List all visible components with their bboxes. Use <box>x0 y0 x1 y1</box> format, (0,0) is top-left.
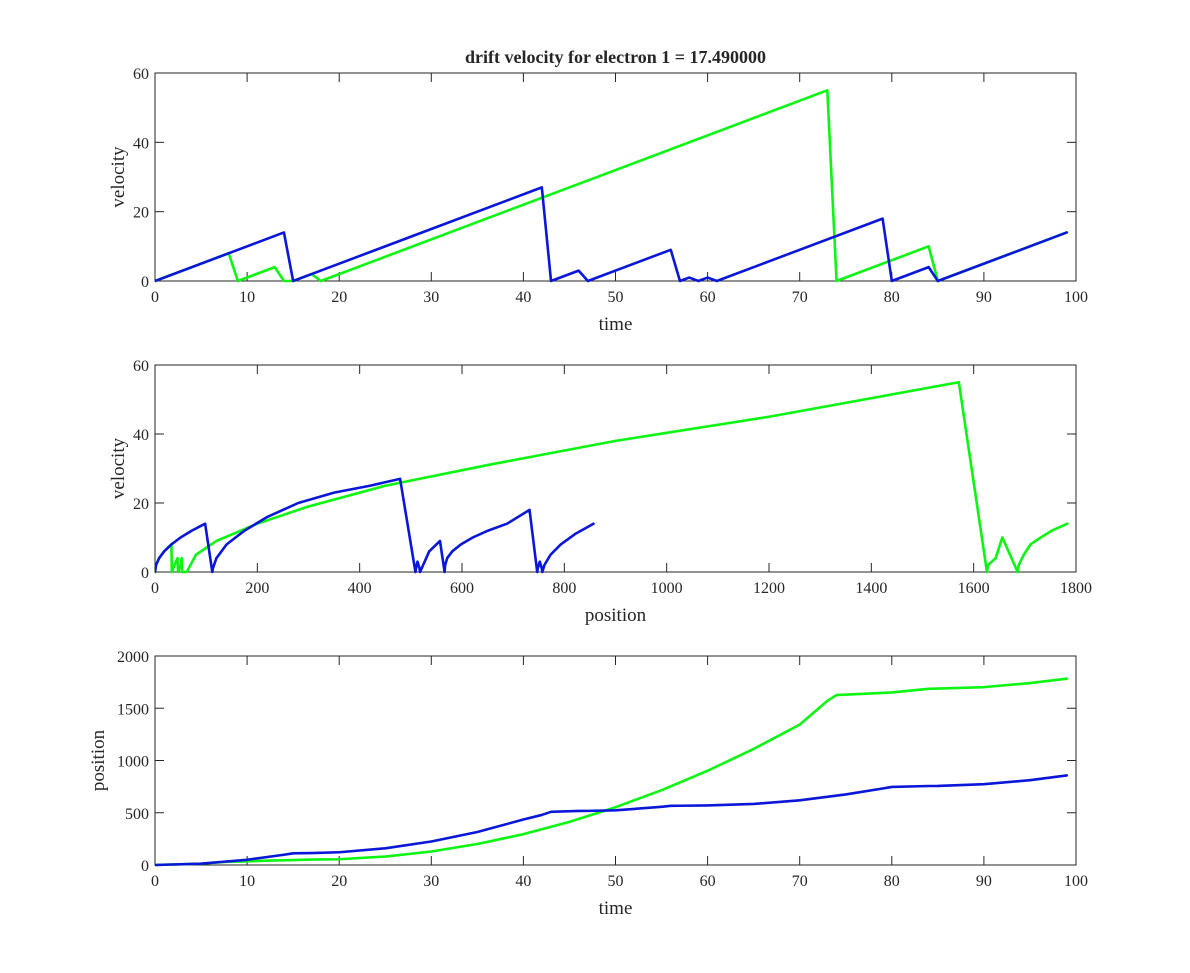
y-tick-label: 40 <box>133 427 149 444</box>
y-tick-label: 2000 <box>117 649 149 666</box>
y-tick-label: 60 <box>133 358 149 375</box>
x-tick-label: 100 <box>1064 873 1088 890</box>
x-tick-label: 0 <box>151 873 159 890</box>
series-line-electron-2 <box>155 677 1069 867</box>
x-tick-label: 0 <box>151 580 159 597</box>
x-tick-label: 30 <box>423 873 439 890</box>
y-tick-label: 500 <box>125 806 149 823</box>
y-tick-label: 40 <box>133 135 149 152</box>
y-tick-label: 1500 <box>117 701 149 718</box>
x-tick-label: 10 <box>239 289 255 306</box>
x-axis-label: time <box>599 314 633 335</box>
x-tick-label: 400 <box>348 580 372 597</box>
x-tick-label: 1200 <box>753 580 785 597</box>
x-tick-label: 20 <box>331 289 347 306</box>
subplot-velocity-vs-time: 0 10 20 30 40 50 60 70 80 90 100 0 20 40 60 time velocit… <box>108 66 1088 335</box>
series-line-electron-1 <box>155 477 595 574</box>
x-tick-label: 90 <box>976 873 992 890</box>
x-tick-label: 10 <box>239 873 255 890</box>
y-tick-label: 0 <box>141 858 149 875</box>
x-tick-label: 1400 <box>855 580 887 597</box>
x-tick-label: 50 <box>608 873 624 890</box>
x-tick-label: 30 <box>423 289 439 306</box>
axes-box <box>154 364 1077 573</box>
x-tick-label: 80 <box>884 289 900 306</box>
subplot-velocity-vs-position: 0 200 400 600 800 1000 1200 1400 1600 1800 0 20 40 60… <box>108 358 1092 626</box>
x-tick-label: 60 <box>700 873 716 890</box>
series-line-electron-1 <box>155 186 1069 283</box>
x-tick-label: 100 <box>1064 289 1088 306</box>
x-tick-label: 50 <box>608 289 624 306</box>
x-tick-label: 60 <box>700 289 716 306</box>
x-tick-label: 20 <box>331 873 347 890</box>
y-axis-label: position <box>88 729 109 791</box>
x-tick-label: 80 <box>884 873 900 890</box>
y-axis-label: velocity <box>108 146 129 208</box>
y-tick-label: 20 <box>133 496 149 513</box>
x-tick-label: 800 <box>552 580 576 597</box>
x-tick-label: 1800 <box>1060 580 1092 597</box>
x-tick-label: 1600 <box>958 580 990 597</box>
x-tick-label: 70 <box>792 873 808 890</box>
figure-title: drift velocity for electron 1 = 17.49000… <box>465 47 766 67</box>
y-tick-label: 1000 <box>117 754 149 771</box>
x-tick-label: 40 <box>515 873 531 890</box>
x-axis-label: position <box>585 605 647 626</box>
y-tick-label: 0 <box>141 565 149 582</box>
x-tick-label: 200 <box>245 580 269 597</box>
x-tick-label: 90 <box>976 289 992 306</box>
subplot-position-vs-time: 0 10 20 30 40 50 60 70 80 90 1000500100015002000ti… <box>88 649 1088 919</box>
y-tick-label: 0 <box>141 274 149 291</box>
x-axis-label: time <box>599 898 633 919</box>
y-tick-label: 60 <box>133 66 149 83</box>
series-line-electron-2 <box>155 380 1069 574</box>
x-tick-label: 1000 <box>651 580 683 597</box>
x-tick-label: 70 <box>792 289 808 306</box>
y-tick-label: 20 <box>133 205 149 222</box>
series-line-electron-1 <box>155 774 1069 867</box>
y-axis-label: velocity <box>108 437 129 499</box>
x-tick-label: 40 <box>515 289 531 306</box>
x-tick-label: 600 <box>450 580 474 597</box>
x-tick-label: 0 <box>151 289 159 306</box>
